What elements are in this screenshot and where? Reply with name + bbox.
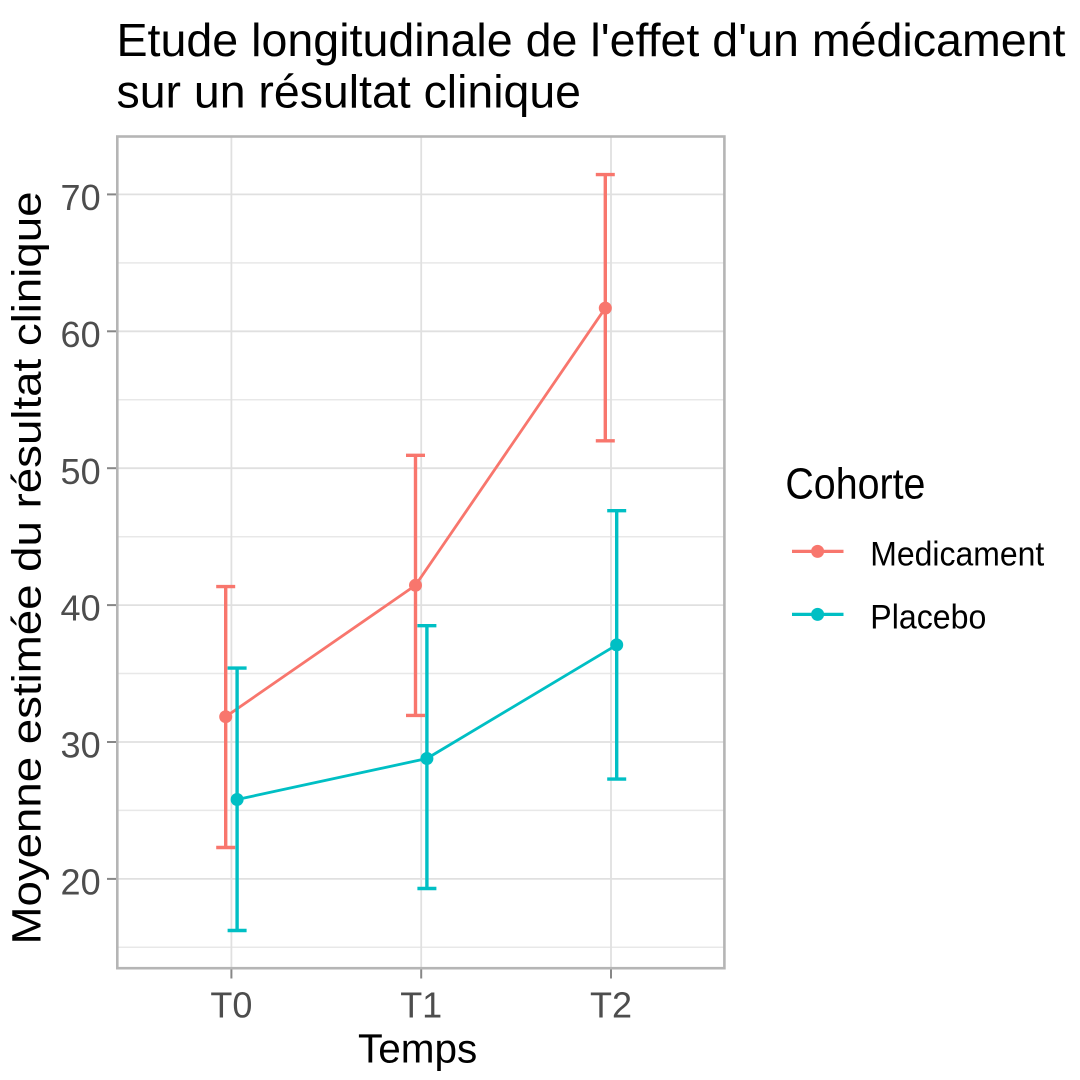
svg-text:Placebo: Placebo bbox=[870, 598, 986, 636]
svg-text:60: 60 bbox=[61, 314, 101, 355]
svg-text:Medicament: Medicament bbox=[870, 535, 1045, 573]
svg-text:Cohorte: Cohorte bbox=[785, 460, 925, 509]
svg-text:30: 30 bbox=[61, 725, 101, 766]
svg-text:20: 20 bbox=[61, 862, 101, 903]
svg-text:Temps: Temps bbox=[358, 1026, 477, 1072]
svg-text:sur un résultat clinique: sur un résultat clinique bbox=[117, 66, 582, 118]
svg-text:40: 40 bbox=[61, 588, 101, 629]
svg-text:Moyenne estimée du résultat cl: Moyenne estimée du résultat clinique bbox=[4, 191, 50, 944]
svg-text:70: 70 bbox=[61, 177, 101, 218]
svg-text:50: 50 bbox=[61, 451, 101, 492]
svg-text:T0: T0 bbox=[210, 985, 252, 1026]
svg-text:T1: T1 bbox=[400, 985, 442, 1026]
svg-text:Etude longitudinale de l'effet: Etude longitudinale de l'effet d'un médi… bbox=[117, 14, 1066, 66]
svg-text:T2: T2 bbox=[590, 985, 632, 1026]
